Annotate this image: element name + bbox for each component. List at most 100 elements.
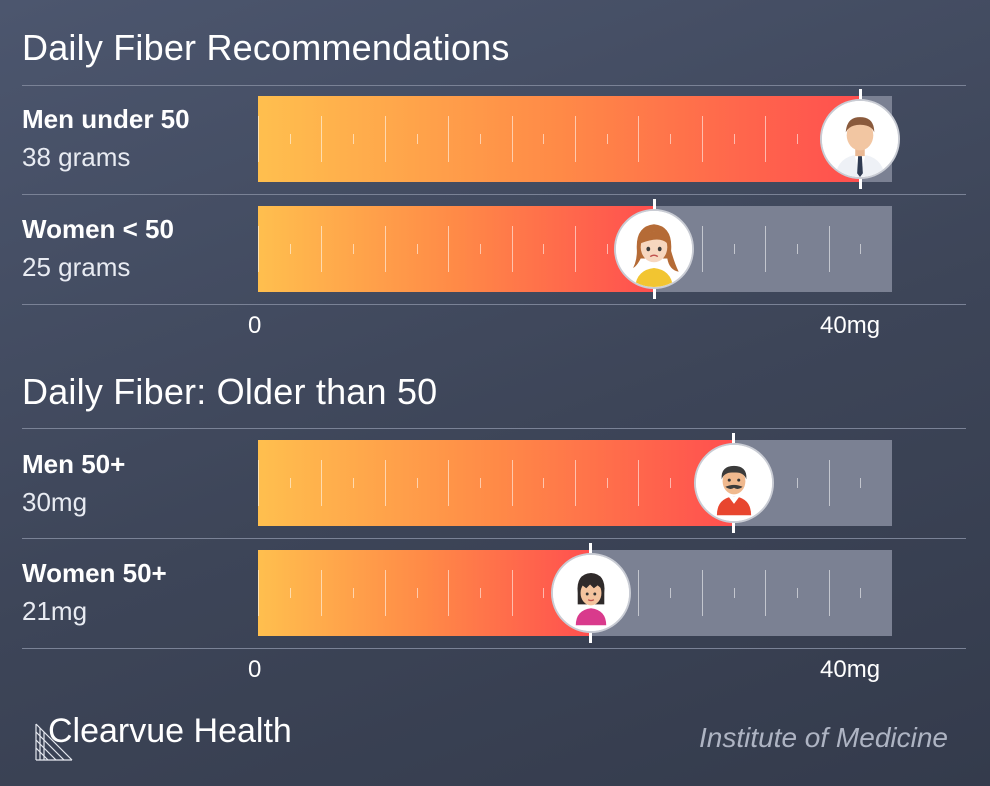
- scale-tick: [289, 244, 291, 254]
- scale-tick: [796, 478, 798, 488]
- scale-tick: [384, 116, 386, 162]
- scale-tick: [353, 244, 355, 254]
- value-label: 38 grams: [22, 142, 131, 172]
- scale-tick: [828, 570, 830, 616]
- row-label-women-under-50: Women < 50 25 grams: [22, 216, 174, 280]
- scale-tick: [606, 244, 608, 254]
- row-label-men-50-plus: Men 50+ 30mg: [22, 451, 125, 515]
- scale-tick: [701, 570, 703, 616]
- scale-tick: [670, 134, 672, 144]
- row-label-women-50-plus: Women 50+ 21mg: [22, 560, 167, 624]
- scale-tick: [448, 570, 450, 616]
- scale-tick: [701, 226, 703, 272]
- scale-tick: [416, 588, 418, 598]
- scale-tick: [733, 134, 735, 144]
- category-label: Women 50+: [22, 558, 167, 588]
- scale-tick: [796, 244, 798, 254]
- divider-line: [22, 85, 966, 86]
- bar-fill: [258, 550, 591, 636]
- scale-tick: [448, 116, 450, 162]
- bar-track: [258, 543, 892, 643]
- scale-tick: [258, 570, 259, 616]
- businessman-avatar-icon: [820, 99, 901, 179]
- scale-tick: [511, 460, 513, 506]
- divider-line: [22, 538, 966, 539]
- axis-min-label: 0: [248, 656, 262, 683]
- divider-line: [22, 194, 966, 195]
- section-title-over-50: Daily Fiber: Older than 50: [22, 371, 438, 412]
- scale-tick: [670, 588, 672, 598]
- scale-tick: [575, 116, 576, 162]
- scale-tick: [289, 134, 291, 144]
- scale-tick: [796, 134, 798, 144]
- scale-tick: [828, 460, 830, 506]
- axis-min-label: 0: [248, 312, 262, 339]
- scale-tick: [511, 116, 513, 162]
- section-title-under-50: Daily Fiber Recommendations: [22, 27, 510, 68]
- bar-track: [258, 199, 892, 299]
- scale-tick: [606, 134, 608, 144]
- scale-tick: [860, 478, 862, 488]
- scale-tick: [543, 244, 545, 254]
- scale-tick: [479, 478, 481, 488]
- scale-tick: [670, 478, 672, 488]
- scale-tick: [765, 116, 767, 162]
- scale-tick: [511, 570, 513, 616]
- mustache-man-avatar-icon: [693, 443, 774, 523]
- source-credit: Institute of Medicine: [698, 722, 948, 753]
- woman-bangs-avatar-icon: [550, 553, 631, 633]
- scale-tick: [448, 460, 450, 506]
- scale-tick: [638, 116, 640, 162]
- scale-tick: [733, 588, 735, 598]
- scale-tick: [384, 570, 386, 616]
- scale-tick: [543, 588, 545, 598]
- scale-tick: [384, 460, 386, 506]
- scale-tick: [543, 478, 545, 488]
- scale-tick: [733, 244, 735, 254]
- category-label: Women < 50: [22, 214, 174, 244]
- scale-tick: [606, 478, 608, 488]
- scale-tick: [353, 134, 355, 144]
- scale-tick: [416, 478, 418, 488]
- divider-line: [22, 304, 966, 305]
- scale-tick: [321, 570, 323, 616]
- scale-tick: [289, 588, 291, 598]
- scale-tick: [701, 116, 703, 162]
- scale-tick: [416, 244, 418, 254]
- scale-tick: [384, 226, 386, 272]
- scale-tick: [353, 478, 355, 488]
- scale-tick: [543, 134, 545, 144]
- scale-tick: [638, 460, 640, 506]
- divider-line: [22, 648, 966, 649]
- divider-line: [22, 428, 966, 429]
- scale-tick: [511, 226, 513, 272]
- bar-track: [258, 89, 901, 189]
- value-label: 25 grams: [22, 252, 131, 282]
- scale-tick: [258, 116, 259, 162]
- scale-tick: [321, 116, 323, 162]
- axis-max-label: 40mg: [820, 312, 881, 339]
- scale-tick: [479, 134, 481, 144]
- scale-tick: [289, 478, 291, 488]
- bar-fill: [258, 206, 655, 292]
- scale-tick: [765, 226, 767, 272]
- row-label-men-under-50: Men under 50 38 grams: [22, 106, 190, 170]
- scale-tick: [321, 226, 323, 272]
- scale-tick: [765, 570, 767, 616]
- bar-fill: [258, 96, 861, 182]
- scale-tick: [258, 460, 259, 506]
- scale-tick: [479, 244, 481, 254]
- scale-tick: [448, 226, 450, 272]
- scale-tick: [860, 588, 862, 598]
- scale-tick: [828, 226, 830, 272]
- striped-triangle-logo-icon: [35, 723, 73, 761]
- scale-tick: [575, 226, 576, 272]
- axis-max-label: 40mg: [820, 656, 881, 683]
- category-label: Men 50+: [22, 449, 126, 479]
- value-label: 21mg: [22, 596, 88, 626]
- bar-track: [258, 433, 892, 533]
- scale-tick: [575, 460, 576, 506]
- scale-tick: [258, 226, 259, 272]
- scale-tick: [353, 588, 355, 598]
